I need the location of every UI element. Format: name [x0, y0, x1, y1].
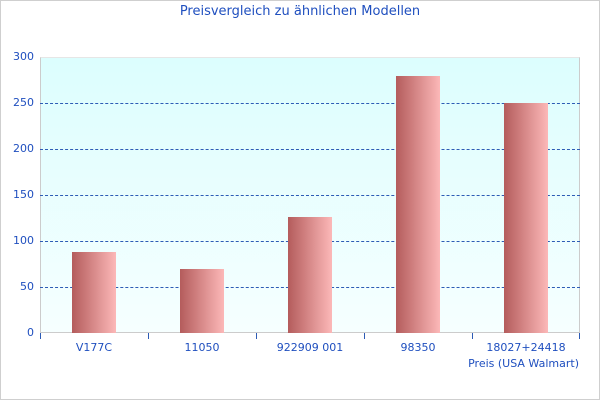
- x-tick-label: 98350: [400, 341, 436, 354]
- bar-98350: [396, 76, 440, 333]
- bar-11050: [180, 269, 224, 333]
- x-axis-title: Preis (USA Walmart): [468, 357, 579, 370]
- x-tick-label: 11050: [184, 341, 220, 354]
- x-tick: [256, 333, 257, 339]
- x-tick: [364, 333, 365, 339]
- y-tick-label: 200: [13, 142, 34, 155]
- x-tick-label: 18027+24418: [486, 341, 566, 354]
- y-tick-label: 300: [13, 50, 34, 63]
- y-tick-label: 150: [13, 188, 34, 201]
- x-tick: [40, 333, 41, 339]
- gridline-150: [40, 195, 580, 196]
- x-tick: [472, 333, 473, 339]
- x-tick-label: 922909 001: [276, 341, 344, 354]
- chart-title: Preisvergleich zu ähnlichen Modellen: [179, 4, 421, 19]
- y-tick-label: 250: [13, 96, 34, 109]
- y-tick-label: 0: [27, 326, 34, 339]
- bar-v177c: [72, 252, 116, 333]
- gridline-250: [40, 103, 580, 104]
- bar-18027-24418: [504, 103, 548, 333]
- y-tick-label: 50: [20, 280, 34, 293]
- x-tick: [148, 333, 149, 339]
- gridline-200: [40, 149, 580, 150]
- bar-922909-001: [288, 217, 332, 333]
- x-tick: [579, 333, 580, 339]
- x-tick-label: V177C: [75, 341, 113, 354]
- y-tick-label: 100: [13, 234, 34, 247]
